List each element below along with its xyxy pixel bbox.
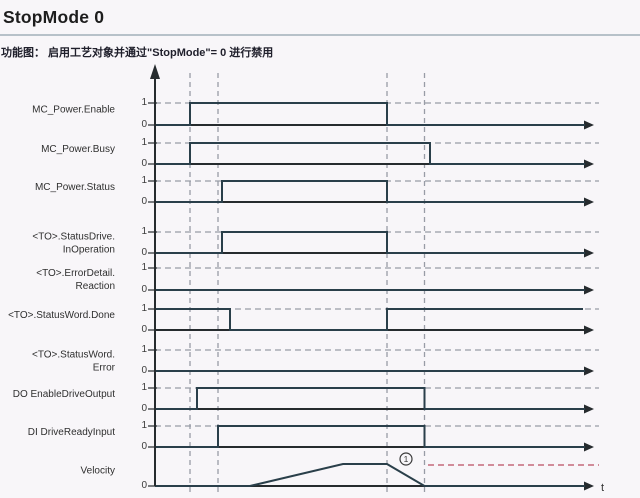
waveform bbox=[155, 425, 585, 448]
tick-label-1: 1 bbox=[141, 382, 147, 393]
annotation-number: 1 bbox=[404, 454, 409, 464]
tick-label-1: 1 bbox=[141, 303, 147, 314]
tick-label-1: 1 bbox=[141, 420, 147, 431]
function-diagram-caption: 功能图： 启用工艺对象并通过"StopMode"= 0 进行禁用 bbox=[1, 47, 274, 59]
time-axis-arrowhead bbox=[584, 366, 594, 376]
title-separator bbox=[0, 34, 640, 36]
signal-label: <TO>.ErrorDetail. bbox=[36, 268, 115, 279]
time-axis-arrowhead bbox=[584, 481, 594, 491]
signal-label: MC_Power.Status bbox=[35, 182, 115, 193]
waveform bbox=[155, 387, 585, 410]
signal-label: <TO>.StatusDrive. bbox=[32, 232, 115, 243]
time-axis-arrowhead bbox=[584, 285, 594, 295]
value-axis-arrowhead bbox=[150, 64, 160, 79]
time-axis-arrowhead bbox=[584, 442, 594, 452]
time-axis-arrowhead bbox=[584, 197, 594, 207]
signal-label: <TO>.StatusWord.Done bbox=[8, 310, 115, 321]
tick-label-1: 1 bbox=[141, 175, 147, 186]
tick-label-1: 1 bbox=[141, 344, 147, 355]
velocity-waveform bbox=[155, 463, 585, 487]
waveform bbox=[155, 102, 585, 126]
tick-label-1: 1 bbox=[141, 97, 147, 108]
time-axis-label: t bbox=[601, 482, 604, 494]
tick-label-1: 1 bbox=[141, 137, 147, 148]
signal-label: DO EnableDriveOutput bbox=[13, 389, 115, 400]
tick-label-0: 0 bbox=[141, 403, 147, 414]
annotation-circle bbox=[399, 452, 413, 466]
signal-label: MC_Power.Busy bbox=[41, 144, 115, 155]
time-axis-arrowhead bbox=[584, 159, 594, 169]
signal-label: Reaction bbox=[76, 281, 115, 292]
time-axis-arrowhead bbox=[584, 120, 594, 130]
waveform bbox=[155, 142, 585, 165]
signal-label: <TO>.StatusWord. bbox=[32, 350, 115, 361]
tick-label-0: 0 bbox=[141, 158, 147, 169]
page-title: StopMode 0 bbox=[3, 7, 105, 27]
waveform bbox=[155, 180, 585, 203]
tick-label-1: 1 bbox=[141, 226, 147, 237]
tick-label-0: 0 bbox=[141, 119, 147, 130]
tick-label-0: 0 bbox=[141, 247, 147, 258]
tick-label-0: 0 bbox=[141, 365, 147, 376]
tick-label-0: 0 bbox=[141, 441, 147, 452]
signal-label: Error bbox=[93, 363, 116, 374]
tick-label-0: 0 bbox=[141, 196, 147, 207]
waveform bbox=[155, 231, 585, 254]
tick-label-1: 1 bbox=[141, 262, 147, 273]
signal-label: Velocity bbox=[81, 466, 115, 477]
signal-label: DI DriveReadyInput bbox=[28, 427, 115, 438]
tick-label-0: 0 bbox=[141, 284, 147, 295]
time-axis-arrowhead bbox=[584, 404, 594, 414]
signal-label: InOperation bbox=[63, 245, 115, 256]
tick-label-0: 0 bbox=[141, 480, 147, 491]
signal-label: MC_Power.Enable bbox=[32, 105, 115, 116]
waveform bbox=[155, 308, 583, 331]
tick-label-0: 0 bbox=[141, 324, 147, 335]
time-axis-arrowhead bbox=[584, 325, 594, 335]
time-axis-arrowhead bbox=[584, 248, 594, 258]
